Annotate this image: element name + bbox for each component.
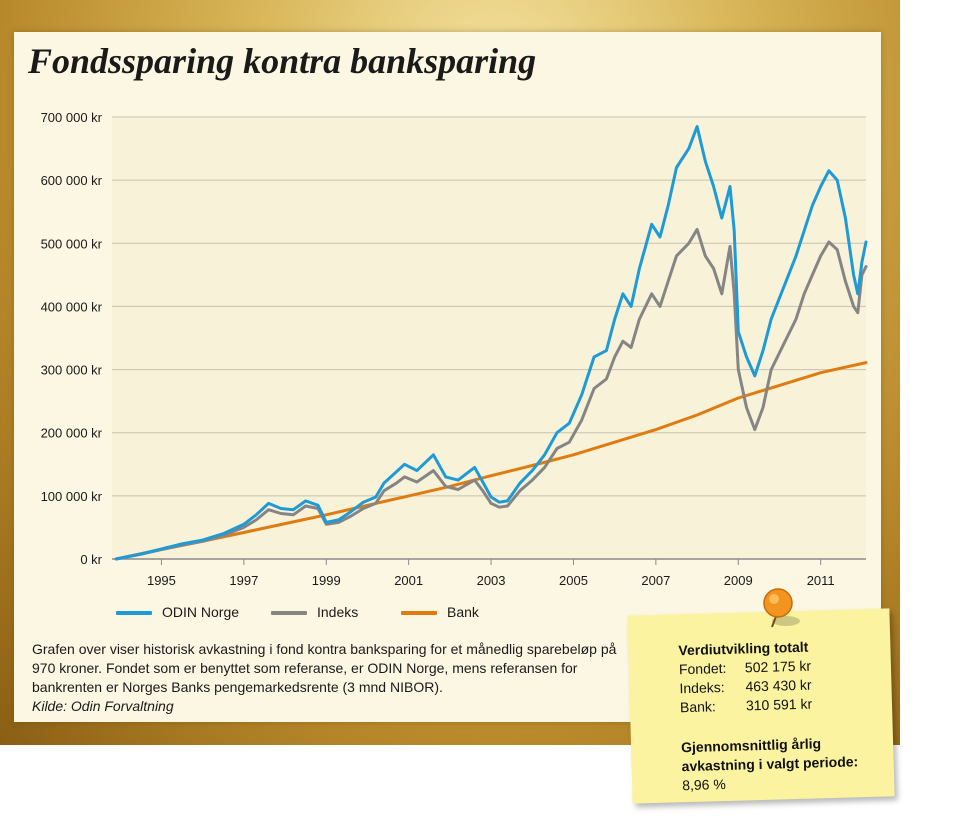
legend-label-bank: Bank [447, 604, 479, 620]
x-tick-label: 1997 [229, 573, 258, 588]
note-average-value: 8,96 % [681, 776, 726, 794]
legend-item-bank: Bank [401, 604, 479, 620]
series-line-bank [114, 361, 868, 561]
legend-label-odin: ODIN Norge [162, 604, 240, 620]
summary-sticky-note: Verdiutvikling totalt Fondet: 502 175 kr … [627, 608, 895, 804]
x-tick-label: 2007 [641, 573, 670, 588]
x-tick-label: 2003 [477, 573, 506, 588]
note-row-bank: Bank: 310 591 kr [680, 696, 813, 716]
chart-caption: Grafen over viser historisk avkastning i… [32, 640, 632, 716]
note-row-fondet: Fondet: 502 175 kr [679, 658, 812, 678]
x-tick-label: 2001 [394, 573, 423, 588]
note-row-value: 463 430 kr [745, 676, 812, 695]
note-row-indeks: Indeks: 463 430 kr [679, 677, 812, 697]
legend-swatch-indeks [271, 611, 307, 616]
note-row-value: 502 175 kr [744, 657, 812, 676]
pushpin-icon [763, 588, 800, 628]
note-average-colon: : [853, 753, 859, 770]
y-tick-label: 200 000 kr [41, 426, 103, 441]
note-row-label: Fondet: [678, 659, 727, 678]
y-tick-label: 700 000 kr [41, 110, 103, 125]
x-tick-label: 1999 [312, 573, 341, 588]
legend-swatch-odin [116, 611, 152, 616]
note-row-label: Indeks: [679, 679, 725, 697]
x-tick-label: 2009 [724, 573, 753, 588]
legend-swatch-bank [401, 611, 437, 616]
y-tick-label: 400 000 kr [41, 299, 103, 314]
y-tick-label: 0 kr [80, 552, 102, 567]
x-tick-label: 2005 [559, 573, 588, 588]
note-row-value: 310 591 kr [745, 695, 813, 714]
y-tick-label: 500 000 kr [41, 236, 103, 251]
x-tick-label: 2011 [807, 573, 835, 588]
note-average-return: Gjennomsnittlig årlig avkastning i valgt… [681, 733, 873, 795]
legend-item-odin: ODIN Norge [116, 604, 239, 620]
x-tick-label: 1995 [147, 573, 176, 588]
y-tick-label: 300 000 kr [41, 363, 103, 378]
y-tick-label: 600 000 kr [41, 173, 103, 188]
note-header: Verdiutvikling totalt [678, 638, 809, 659]
series-line-odin-norge [114, 125, 868, 561]
series-line-indeks [114, 227, 868, 561]
line-chart: 0 kr 100 000 kr 200 000 kr 300 000 kr 400 00… [41, 110, 868, 588]
note-average-label: Gjennomsnittlig årlig avkastning i valgt… [680, 735, 854, 775]
legend-item-indeks: Indeks [271, 604, 358, 620]
chart-title: Fondssparing kontra banksparing [28, 41, 537, 81]
caption-source: Kilde: Odin Forvaltning [32, 698, 174, 714]
note-row-label: Bank: [679, 698, 717, 716]
y-tick-label: 100 000 kr [41, 489, 103, 504]
legend-label-indeks: Indeks [317, 604, 359, 620]
caption-text: Grafen over viser historisk avkastning i… [32, 641, 617, 695]
